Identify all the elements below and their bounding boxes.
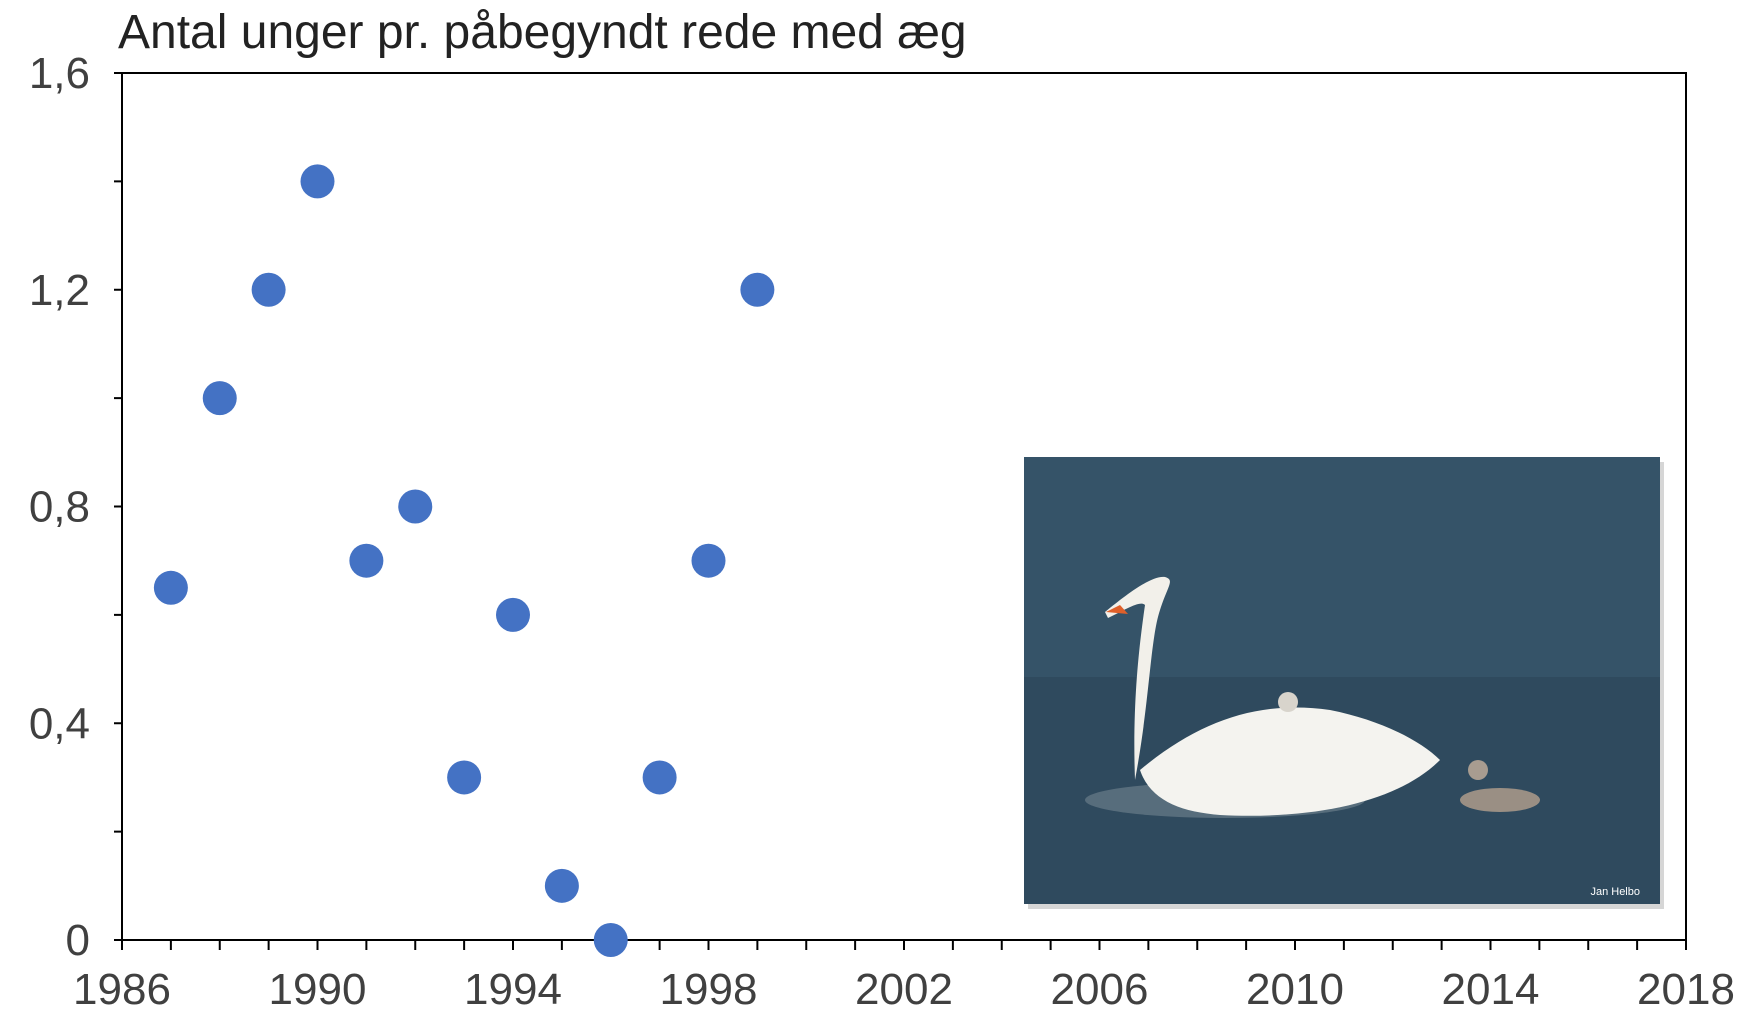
x-tick-label: 1994 (464, 965, 562, 1014)
x-tick-label: 2006 (1051, 965, 1149, 1014)
point (691, 543, 726, 578)
x-tick-label: 2014 (1442, 965, 1540, 1014)
x-tick-label: 2002 (855, 965, 953, 1014)
point (593, 923, 628, 957)
point (740, 272, 775, 307)
point (496, 597, 530, 632)
x-tick-label: 2018 (1637, 965, 1735, 1014)
point (349, 543, 384, 578)
x-tick-label: 2010 (1246, 965, 1344, 1014)
point (300, 164, 335, 199)
chart-title: Antal unger pr. påbegyndt rede med æg (118, 6, 967, 59)
photo-cygnet-head (1468, 760, 1488, 780)
point (398, 489, 433, 524)
photo: Jan Helbo (1024, 457, 1664, 909)
x-tick-label: 1998 (660, 965, 758, 1014)
photo-cygnet (1460, 788, 1540, 812)
point (544, 868, 579, 903)
y-tick-label: 0,8 (29, 483, 90, 532)
photo-credit: Jan Helbo (1590, 886, 1640, 898)
x-tick-label: 1986 (73, 965, 171, 1014)
y-tick-label: 0,4 (29, 699, 90, 748)
point (447, 760, 482, 795)
photo-water-far (1024, 457, 1660, 677)
point (251, 272, 286, 307)
y-tick-label: 0 (66, 916, 90, 965)
photo-swan-beak (1106, 605, 1128, 614)
point (153, 570, 188, 605)
y-tick-label: 1,2 (29, 266, 90, 315)
x-tick-label: 1990 (269, 965, 367, 1014)
photo-cygnet-head (1278, 692, 1298, 712)
photo-swan-body (1140, 707, 1440, 816)
photo-swan-neck (1105, 576, 1170, 780)
point (202, 381, 237, 416)
point (642, 760, 677, 795)
y-tick-label: 1,6 (29, 49, 90, 98)
